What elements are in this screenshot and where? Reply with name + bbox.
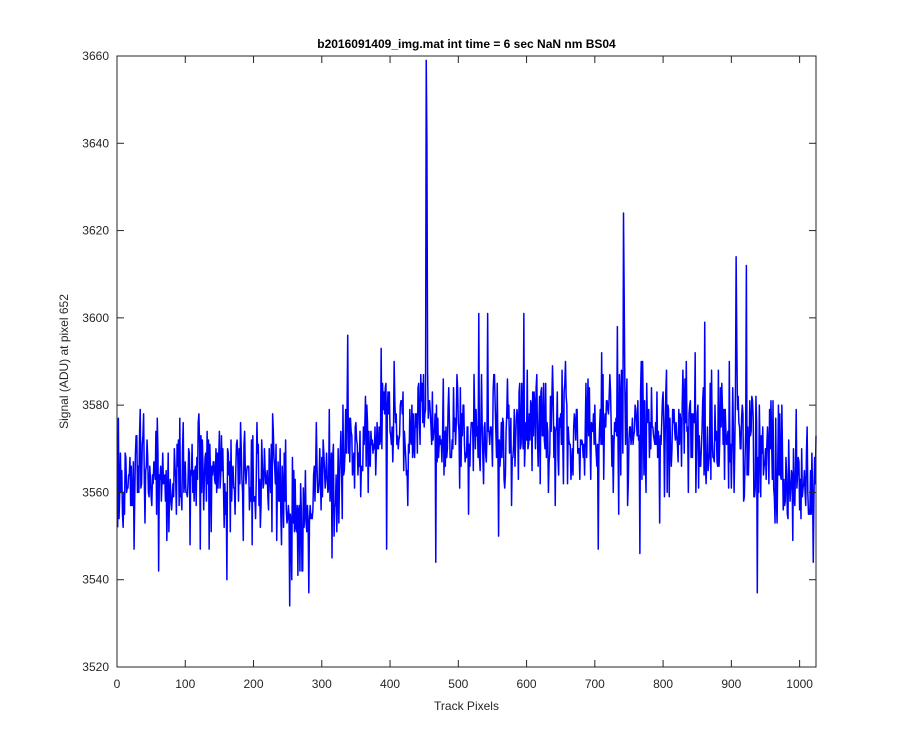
- y-axis-label: Signal (ADU) at pixel 652: [57, 294, 71, 429]
- x-tick-label: 900: [721, 677, 741, 691]
- axes-box: [116, 55, 817, 668]
- x-tick-label: 500: [448, 677, 468, 691]
- y-tick-label: 3600: [82, 311, 109, 325]
- y-tick-label: 3540: [82, 573, 109, 587]
- x-tick-label: 1000: [786, 677, 813, 691]
- plot-area: [117, 56, 816, 667]
- x-tick-label: 400: [380, 677, 400, 691]
- y-tick-label: 3520: [82, 660, 109, 674]
- y-tick-label: 3620: [82, 224, 109, 238]
- x-axis-label: Track Pixels: [434, 699, 499, 713]
- x-tick-label: 700: [585, 677, 605, 691]
- y-tick-label: 3560: [82, 485, 109, 499]
- chart-title: b2016091409_img.mat int time = 6 sec NaN…: [317, 37, 616, 51]
- y-tick-label: 3580: [82, 398, 109, 412]
- series-line-0: [116, 59, 817, 607]
- x-tick-label: 200: [244, 677, 264, 691]
- series-layer: [116, 59, 817, 607]
- x-tick-label: 100: [175, 677, 195, 691]
- x-tick-label: 600: [517, 677, 537, 691]
- x-tick-label: 0: [114, 677, 121, 691]
- y-tick-label: 3640: [82, 136, 109, 150]
- x-tick-label: 300: [312, 677, 332, 691]
- x-tick-label: 800: [653, 677, 673, 691]
- y-tick-label: 3660: [82, 49, 109, 63]
- ticks-layer: 0 100 200 300 400 500 600 700 800 900 1000 3520 3540…: [82, 49, 816, 691]
